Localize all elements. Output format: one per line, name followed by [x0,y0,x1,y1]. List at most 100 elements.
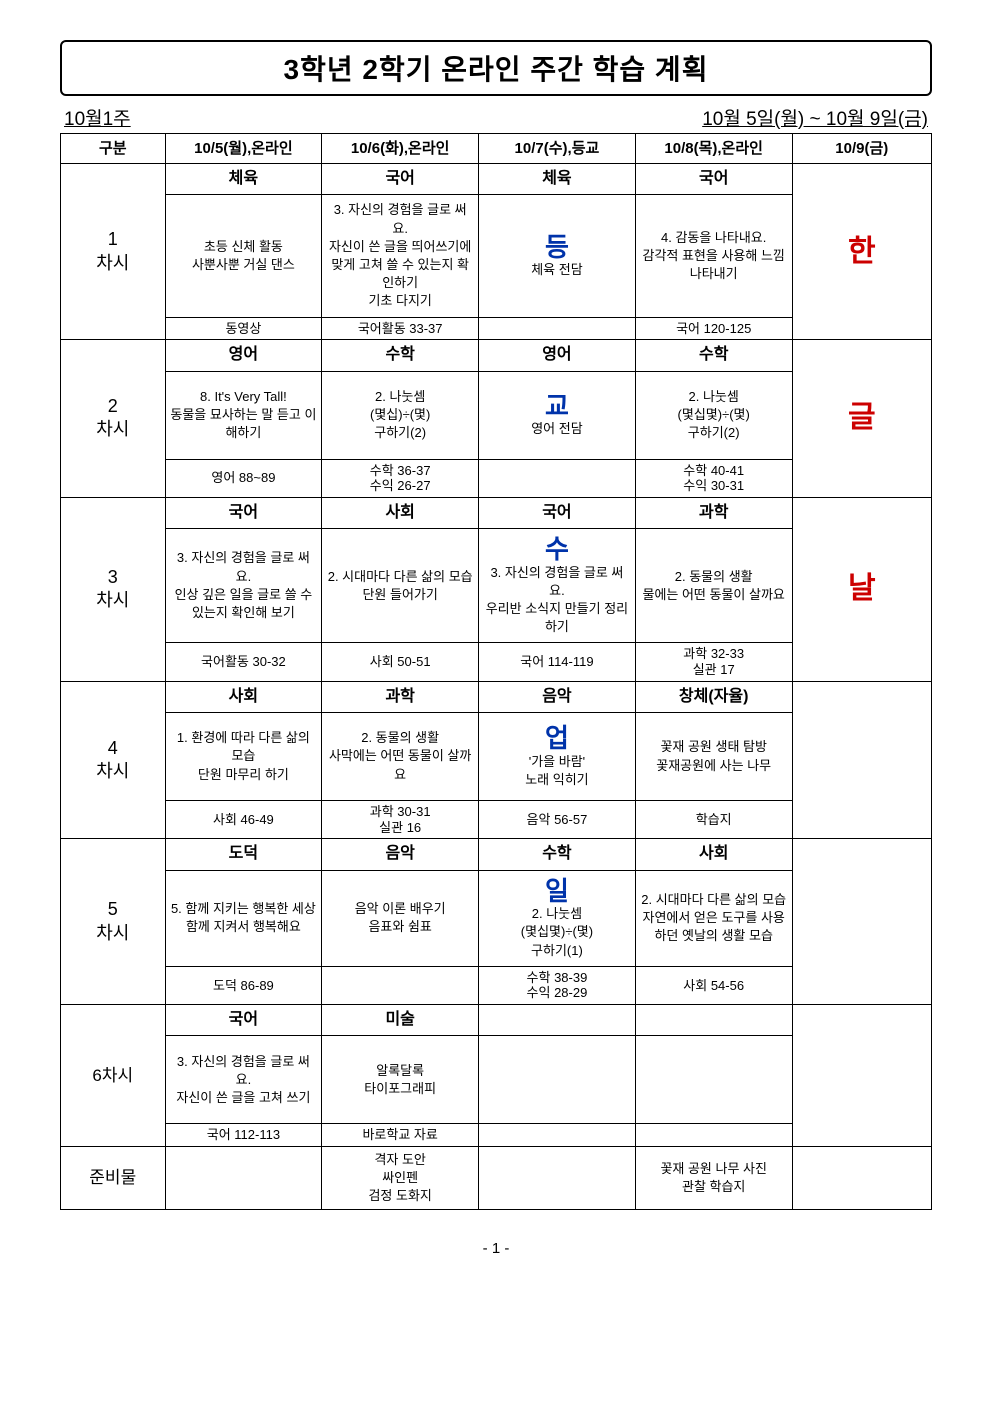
period-label: 4 차시 [61,681,166,839]
lesson-body: 2. 시대마다 다른 삶의 모습단원 들어가기 [322,529,479,643]
period-label: 1 차시 [61,164,166,340]
lesson-body: 2. 동물의 생활물에는 어떤 동물이 살까요 [635,529,792,643]
subject: 체육 [165,164,322,195]
subject: 도덕 [165,839,322,870]
period-num: 2 [63,395,163,418]
empty-cell [792,839,931,1005]
subject: 국어 [635,164,792,195]
subject: 수학 [635,340,792,371]
lesson-foot [479,459,636,497]
period-label: 2 차시 [61,340,166,498]
lesson-foot: 학습지 [635,801,792,839]
lesson-foot [322,966,479,1004]
subject: 음악 [479,681,636,712]
period-num: 4 [63,737,163,760]
th-mon: 10/5(월),온라인 [165,134,322,164]
th-tue: 10/6(화),온라인 [322,134,479,164]
lesson-body: 5. 함께 지키는 행복한 세상함께 지켜서 행복해요 [165,870,322,966]
lesson-foot: 수학 40-41수익 30-31 [635,459,792,497]
lesson-foot: 수학 38-39수익 28-29 [479,966,636,1004]
lesson-body: 초등 신체 활동사뿐사뿐 거실 댄스 [165,195,322,317]
subject: 수학 [322,340,479,371]
prep-label: 준비물 [61,1146,166,1210]
lesson-body: 업 '가을 바람'노래 익히기 [479,713,636,801]
week-label: 10월1주 [64,104,131,131]
subject: 체육 [479,164,636,195]
period-label: 5 차시 [61,839,166,1005]
lesson-foot [479,317,636,340]
lesson-body [479,1036,636,1124]
lesson-body: 3. 자신의 경험을 글로 써요.자신이 쓴 글을 고쳐 쓰기 [165,1036,322,1124]
subject: 국어 [165,1004,322,1035]
prep-cell [165,1146,322,1210]
empty-cell [792,1004,931,1146]
subject: 영어 [479,340,636,371]
prep-cell: 꽃재 공원 나무 사진관찰 학습지 [635,1146,792,1210]
lesson-body: 등 체육 전담 [479,195,636,317]
page-number: - 1 - [60,1240,932,1257]
table-row: 6차시 국어 미술 [61,1004,932,1035]
wed-sub: 3. 자신의 경험을 글로 써요.우리반 소식지 만들기 정리하기 [483,564,631,637]
lesson-body: 수 3. 자신의 경험을 글로 써요.우리반 소식지 만들기 정리하기 [479,529,636,643]
period-num: 5 [63,898,163,921]
lesson-foot: 사회 50-51 [322,643,479,681]
lesson-body: 2. 동물의 생활사막에는 어떤 동물이 살까요 [322,713,479,801]
th-wed: 10/7(수),등교 [479,134,636,164]
period-num: 3 [63,566,163,589]
lesson-foot: 국어활동 30-32 [165,643,322,681]
subject: 국어 [479,497,636,528]
period-num: 1 [63,228,163,251]
lesson-foot: 과학 32-33실관 17 [635,643,792,681]
subject [479,1004,636,1035]
table-row: 준비물 격자 도안싸인펜검정 도화지 꽃재 공원 나무 사진관찰 학습지 [61,1146,932,1210]
table-row: 2 차시 영어 수학 영어 수학 글 [61,340,932,371]
wed-sub: '가을 바람'노래 익히기 [483,753,631,789]
lesson-body: 8. It's Very Tall!동물을 묘사하는 말 듣고 이해하기 [165,371,322,459]
subject: 국어 [322,164,479,195]
subject: 과학 [322,681,479,712]
lesson-body: 2. 나눗셈(몇십)÷(몇)구하기(2) [322,371,479,459]
lesson-foot: 도덕 86-89 [165,966,322,1004]
schedule-table: 구분 10/5(월),온라인 10/6(화),온라인 10/7(수),등교 10… [60,133,932,1210]
lesson-body: 알록달록타이포그래피 [322,1036,479,1124]
date-range: 10월 5일(월) ~ 10월 9일(금) [702,104,928,131]
header-row: 구분 10/5(월),온라인 10/6(화),온라인 10/7(수),등교 10… [61,134,932,164]
wed-sub: 영어 전담 [483,420,631,438]
lesson-foot: 수학 36-37수익 26-27 [322,459,479,497]
prep-cell [479,1146,636,1210]
lesson-body: 2. 나눗셈(몇십몇)÷(몇)구하기(2) [635,371,792,459]
wed-big: 교 [483,392,631,421]
period-text: 차시 [63,252,163,275]
lesson-body: 일 2. 나눗셈(몇십몇)÷(몇)구하기(1) [479,870,636,966]
period-label: 6차시 [61,1004,166,1146]
wed-sub: 2. 나눗셈(몇십몇)÷(몇)구하기(1) [483,905,631,960]
lesson-body: 3. 자신의 경험을 글로 써요.자신이 쓴 글을 띄어쓰기에 맞게 고쳐 쓸 … [322,195,479,317]
wed-big: 수 [483,535,631,564]
lesson-body: 음악 이론 배우기음표와 쉼표 [322,870,479,966]
table-row: 1 차시 체육 국어 체육 국어 한 [61,164,932,195]
page-title: 3학년 2학기 온라인 주간 학습 계획 [74,48,918,88]
period-label: 3 차시 [61,497,166,681]
table-row: 3 차시 국어 사회 국어 과학 날 [61,497,932,528]
subject: 수학 [479,839,636,870]
wed-big: 일 [483,877,631,906]
table-row: 5 차시 도덕 음악 수학 사회 [61,839,932,870]
lesson-foot: 국어 114-119 [479,643,636,681]
lesson-foot: 사회 54-56 [635,966,792,1004]
subject: 과학 [635,497,792,528]
lesson-foot: 영어 88~89 [165,459,322,497]
subject: 사회 [165,681,322,712]
lesson-foot: 동영상 [165,317,322,340]
wed-big: 업 [483,724,631,753]
th-thu: 10/8(목),온라인 [635,134,792,164]
lesson-body: 1. 환경에 따라 다른 삶의 모습단원 마무리 하기 [165,713,322,801]
title-box: 3학년 2학기 온라인 주간 학습 계획 [60,40,932,96]
holiday-char: 날 [792,497,931,681]
holiday-char: 한 [792,164,931,340]
lesson-body: 꽃재 공원 생태 탐방꽃재공원에 사는 나무 [635,713,792,801]
lesson-body: 4. 감동을 나타내요.감각적 표현을 사용해 느낌 나타내기 [635,195,792,317]
lesson-body [635,1036,792,1124]
lesson-foot: 과학 30-31실관 16 [322,801,479,839]
subject [635,1004,792,1035]
period-text: 차시 [63,760,163,783]
